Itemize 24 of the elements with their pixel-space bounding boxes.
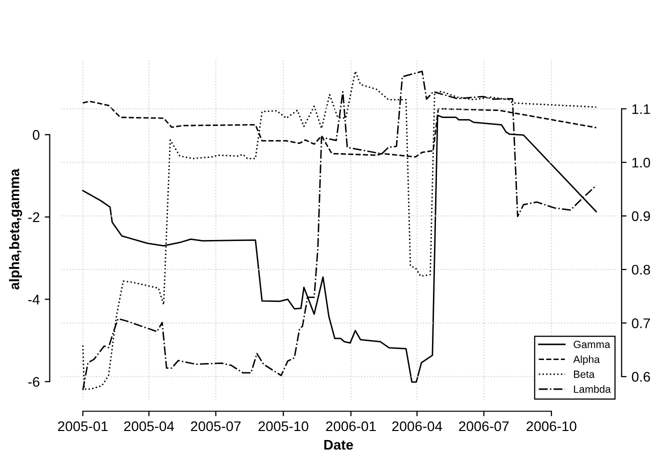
y-tick-label: -6 <box>28 376 40 387</box>
legend-label: Beta <box>574 370 595 378</box>
x-tick-label: 2005-04 <box>124 421 174 432</box>
y-tick-label: -4 <box>28 294 40 304</box>
y2-tick-label: 0.6 <box>632 372 650 382</box>
x-tick-label: 2006-04 <box>392 421 442 432</box>
legend-label: Alpha <box>573 355 600 366</box>
x-tick-label: 2006-10 <box>526 421 576 432</box>
x-tick-label: 2005-10 <box>258 421 308 432</box>
y2-tick-label: 0.9 <box>632 211 650 222</box>
y-axis-title: alpha,beta,gamma <box>9 168 22 290</box>
x-tick-label: 2005-01 <box>58 421 108 432</box>
legend-label: Lambda <box>574 385 611 393</box>
legend-label: Gamma <box>574 340 610 348</box>
x-axis-title: Date <box>324 440 354 450</box>
y2-tick-label: 1.1 <box>632 104 650 114</box>
y2-tick-label: 0.8 <box>632 264 650 275</box>
x-tick-label: 2006-07 <box>459 421 509 432</box>
x-tick-label: 2006-01 <box>326 421 376 432</box>
y-tick-label: 0 <box>32 130 40 140</box>
y2-tick-label: 0.7 <box>632 318 650 328</box>
y2-tick-label: 1.0 <box>632 158 650 168</box>
y-tick-label: -2 <box>28 212 40 222</box>
x-tick-label: 2005-07 <box>190 421 241 432</box>
